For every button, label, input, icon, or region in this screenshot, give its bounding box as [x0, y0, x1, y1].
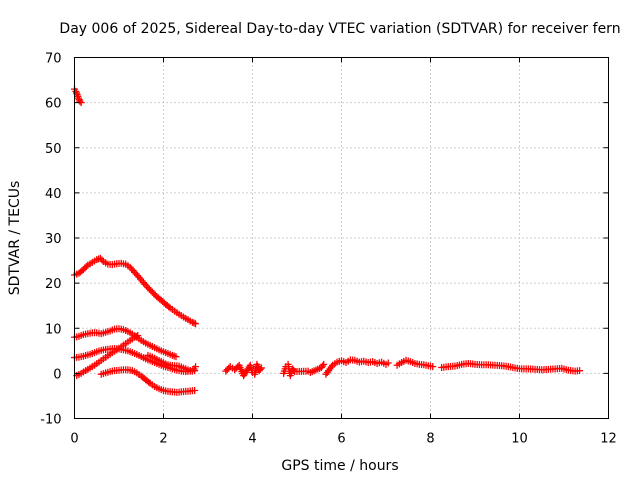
x-tick-label: 0 [70, 432, 78, 447]
data-point [192, 320, 200, 328]
series-arc-c [71, 325, 180, 361]
x-tick-label: 6 [337, 432, 345, 447]
y-tick-label: 60 [45, 97, 62, 112]
data-point [384, 359, 392, 367]
data-point [170, 352, 178, 360]
y-tick-label: 70 [45, 52, 62, 67]
data-point [96, 254, 104, 262]
x-tick-label: 12 [600, 432, 617, 447]
series-arc-g [144, 351, 200, 375]
data-point [290, 366, 298, 374]
data-point [72, 87, 80, 95]
grid-lines [74, 57, 609, 419]
y-tick-label: 40 [45, 187, 62, 202]
data-point [134, 331, 142, 339]
data-point [145, 378, 153, 386]
data-point [320, 360, 328, 368]
chart-title: Day 006 of 2025, Sidereal Day-to-day VTE… [59, 21, 620, 37]
y-tick-label: -10 [40, 413, 61, 428]
data-point [188, 318, 196, 326]
x-tick-label: 8 [426, 432, 434, 447]
data-point [82, 263, 90, 271]
y-tick-label: 20 [45, 277, 62, 292]
axis-ticks [74, 57, 609, 419]
data-point [257, 364, 265, 372]
series-arc-l [438, 359, 584, 375]
data-point [132, 332, 140, 340]
data-points [71, 85, 584, 396]
data-point [191, 387, 199, 395]
data-point [576, 367, 584, 375]
series-arc-b [71, 254, 200, 328]
x-tick-label: 4 [248, 432, 256, 447]
data-point [429, 363, 437, 371]
series-arc-k [393, 356, 437, 371]
x-tick-label: 10 [511, 432, 528, 447]
y-tick-label: 50 [45, 142, 62, 157]
series-arc-i [280, 360, 328, 380]
tick-labels: 0 2 4 6 8 10 12 -10 0 10 20 30 40 50 60 70 [40, 52, 617, 447]
data-point [76, 97, 84, 105]
series-arc-f [97, 366, 199, 396]
data-point [172, 353, 180, 361]
data-point [256, 365, 264, 373]
y-axis-label: SDTVAR / TECUs [7, 181, 23, 296]
x-tick-label: 2 [159, 432, 167, 447]
series-arc-j [322, 356, 392, 378]
data-point [192, 363, 200, 371]
y-tick-label: 10 [45, 322, 62, 337]
data-point [75, 94, 83, 102]
series-arc-h [222, 360, 265, 380]
series-arc-e [73, 331, 142, 380]
y-tick-label: 0 [53, 367, 61, 382]
data-point [165, 303, 173, 311]
data-point [190, 319, 198, 327]
data-point [319, 362, 327, 370]
y-tick-label: 30 [45, 232, 62, 247]
data-point [98, 256, 106, 264]
x-axis-label: GPS time / hours [281, 458, 398, 474]
